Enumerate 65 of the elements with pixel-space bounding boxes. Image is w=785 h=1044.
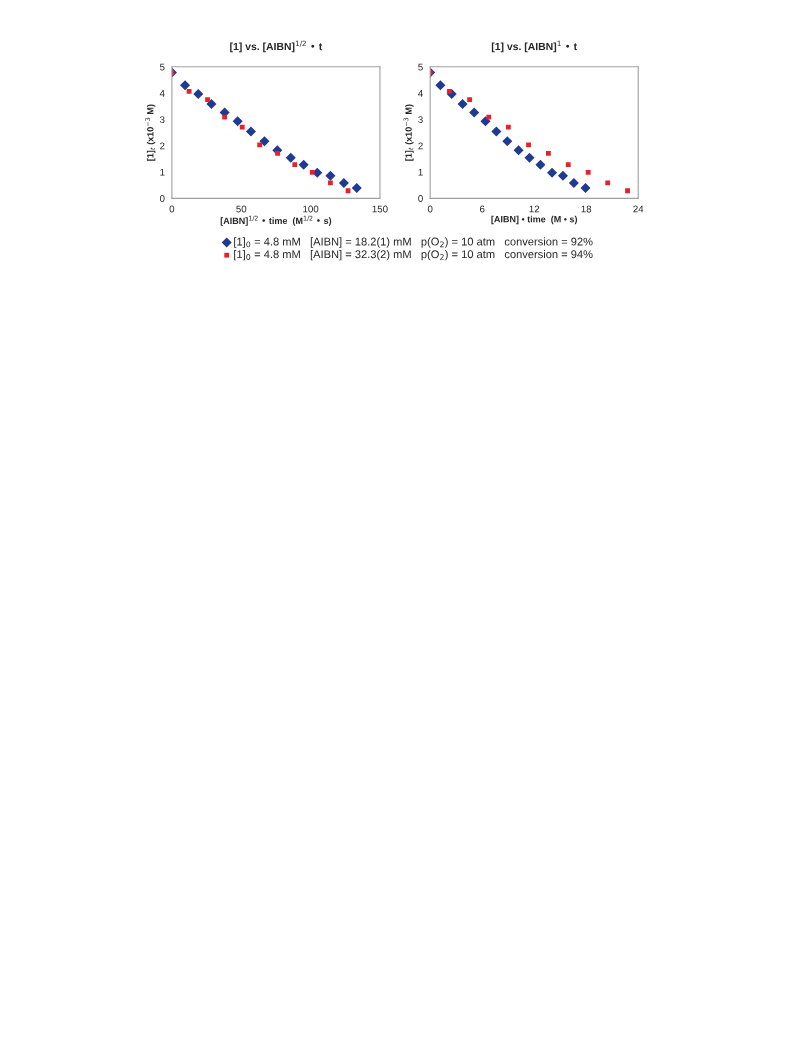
chart-title: [1] vs. [AIBN]$^{1/2}$ • t: [230, 40, 323, 53]
y-tick-label: 1: [418, 168, 423, 176]
point: [193, 88, 204, 99]
x-tick-label: 50: [236, 205, 247, 213]
point: [457, 98, 468, 109]
y-tick-label: 2: [160, 142, 165, 150]
x-tick-label: 6: [479, 205, 485, 213]
y-axis-title: [1]$_{t}$ (x10$^{−3}$ M): [145, 104, 156, 161]
x-axis-title: [AIBN] • time (M • s): [491, 215, 578, 225]
y-tick-label: 4: [418, 89, 423, 97]
point: [186, 88, 192, 94]
point: [502, 136, 513, 147]
point: [232, 116, 243, 127]
x-tick-label: 24: [633, 205, 644, 213]
point: [245, 126, 256, 137]
point: [513, 145, 524, 156]
point: [206, 98, 217, 109]
point: [625, 188, 630, 194]
y-tick-label: 4: [159, 89, 165, 97]
x-tick-label: 0: [427, 205, 433, 213]
chart-title: [1] vs. [AIBN]$^{1}$ • t: [491, 40, 577, 53]
point: [547, 167, 558, 178]
point: [435, 80, 446, 91]
y-tick-label: 2: [418, 142, 423, 150]
x-tick-label: 18: [581, 205, 592, 213]
point: [469, 107, 480, 118]
legend-label: [1]$_{0}$ = 4.8 mM [AIBN] = 32.3(2) mM p(O$_{2}$) = 10 atm conversion = 94%: [234, 249, 593, 261]
point: [338, 178, 349, 189]
point: [585, 169, 591, 175]
x-tick-label: 150: [372, 205, 388, 213]
y-axis-title: [1]$_{t}$ (x10$^{−3}$ M): [403, 104, 414, 161]
x-axis-title: [AIBN]$^{1/2}$ • time (M$^{1/2}$ • s): [220, 215, 332, 226]
point: [467, 97, 473, 103]
y-tick-label: 5: [159, 63, 165, 71]
point: [491, 126, 502, 137]
point: [309, 169, 315, 175]
point: [275, 150, 280, 156]
point: [205, 97, 210, 103]
point: [292, 162, 298, 168]
point: [535, 159, 546, 170]
point: [605, 180, 611, 186]
x-tick-label: 0: [169, 205, 175, 213]
point: [546, 150, 551, 156]
point: [325, 170, 336, 181]
point: [580, 183, 591, 194]
point: [524, 152, 535, 163]
y-tick-label: 0: [159, 195, 165, 202]
y-tick-label: 3: [418, 116, 423, 124]
point: [180, 80, 191, 91]
x-tick-label: 100: [303, 205, 319, 213]
point: [568, 178, 579, 189]
point: [328, 180, 333, 186]
point: [351, 183, 362, 194]
point: [259, 136, 270, 147]
x-tick-label: 12: [529, 205, 540, 213]
y-tick-label: 3: [159, 116, 165, 124]
y-tick-label: 1: [160, 168, 165, 176]
legend-label: [1]$_{0}$ = 4.8 mM [AIBN] = 18.2(1) mM p(O$_{2}$) = 10 atm conversion = 92%: [234, 237, 593, 248]
y-tick-label: 5: [418, 63, 423, 71]
point: [298, 159, 309, 170]
y-tick-label: 0: [418, 195, 423, 202]
point: [285, 152, 296, 163]
point: [480, 116, 491, 127]
point: [557, 170, 568, 181]
point: [565, 162, 571, 168]
